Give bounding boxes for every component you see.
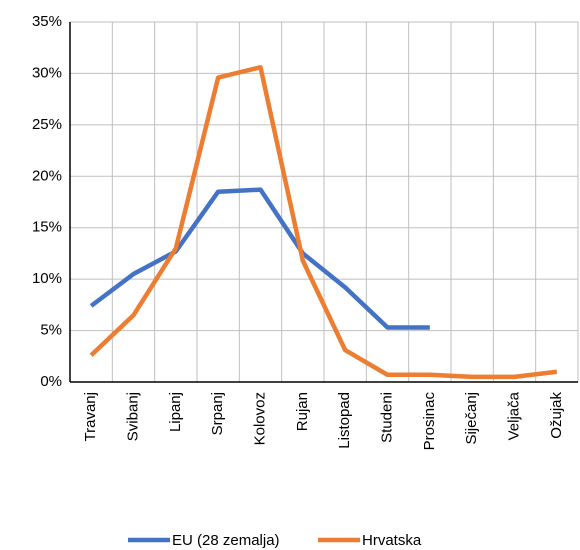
series-line [89,65,558,380]
y-tick-label: 0% [40,373,62,390]
y-tick-label: 30% [32,64,62,81]
x-tick-label: Lipanj [167,392,184,432]
x-tick-label: Svibanj [124,392,141,441]
legend-label: Hrvatska [362,532,422,549]
legend-label: EU (28 zemalja) [172,532,280,549]
x-tick-label: Listopad [336,392,353,449]
y-tick-label: 35% [32,13,62,30]
x-tick-label: Travanj [82,392,99,441]
x-tick-label: Siječanj [463,392,480,445]
y-tick-label: 20% [32,167,62,184]
x-tick-label: Rujan [294,392,311,431]
series-line [89,187,430,330]
y-tick-label: 15% [32,219,62,236]
x-tick-label: Srpanj [209,392,226,435]
y-tick-label: 10% [32,270,62,287]
x-tick-label: Ožujak [548,392,565,439]
x-tick-label: Prosinac [421,392,438,451]
x-tick-label: Kolovoz [251,392,268,445]
y-tick-label: 5% [40,322,62,339]
y-tick-label: 25% [32,116,62,133]
x-tick-label: Veljača [505,391,522,440]
x-tick-label: Studeni [378,392,395,443]
